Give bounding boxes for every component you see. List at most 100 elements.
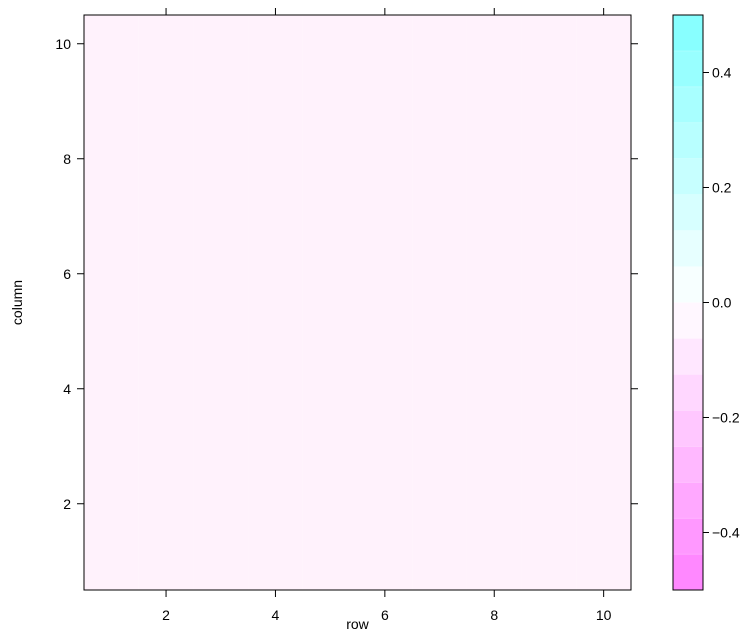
heatmap-cell <box>466 72 522 130</box>
heatmap-cell <box>138 532 194 590</box>
heatmap-cell <box>302 15 358 73</box>
heatmap-cell <box>412 187 467 245</box>
heatmap-cell <box>84 72 139 130</box>
heatmap-cell <box>248 245 303 303</box>
heatmap-cell <box>138 130 194 188</box>
heatmap-cell <box>302 72 358 130</box>
heatmap-cell <box>84 130 139 188</box>
colorbar-band <box>672 14 704 52</box>
colorbar-band <box>672 374 704 411</box>
heatmap-cell <box>521 417 577 475</box>
heatmap-cell <box>248 187 303 245</box>
colorbar-band <box>672 86 704 124</box>
y-tick-label: 8 <box>63 151 71 167</box>
heatmap-cell <box>576 532 631 590</box>
heatmap-cell <box>357 532 413 590</box>
heatmap-cell <box>193 72 249 130</box>
heatmap-cell <box>521 72 577 130</box>
heatmap-cell <box>193 360 249 418</box>
colorbar-tick-label: 0.4 <box>712 65 732 81</box>
heatmap-cell <box>193 302 249 360</box>
colorbar-band <box>672 517 704 555</box>
heatmap-cell <box>466 532 522 590</box>
heatmap-cell <box>412 417 467 475</box>
heatmap-cell <box>138 360 194 418</box>
heatmap-cell <box>576 360 631 418</box>
heatmap-cell <box>248 417 303 475</box>
heatmap-cell <box>357 417 413 475</box>
heatmap-cell <box>357 72 413 130</box>
heatmap-cell <box>466 187 522 245</box>
heatmap-cell <box>576 130 631 188</box>
heatmap-cell <box>521 532 577 590</box>
heatmap-cell <box>84 475 139 533</box>
heatmap-cell <box>84 417 139 475</box>
colorbar-tick-label: 0.0 <box>712 295 732 311</box>
heatmap-cell <box>138 187 194 245</box>
colorbar-tick-label: −0.2 <box>712 410 740 426</box>
heatmap-cell <box>138 72 194 130</box>
heatmap-cell <box>193 532 249 590</box>
x-tick-label: 2 <box>162 607 170 623</box>
x-axis: 2 4 6 8 10 <box>162 8 612 623</box>
heatmap-cell <box>302 302 358 360</box>
heatmap-cell <box>138 15 194 73</box>
heatmap-cell <box>412 532 467 590</box>
x-tick-label: 8 <box>490 607 498 623</box>
colorbar-band <box>672 194 704 231</box>
heatmap-cell <box>521 302 577 360</box>
heatmap-cell <box>576 417 631 475</box>
heatmap-cell <box>576 72 631 130</box>
heatmap-cell <box>576 475 631 533</box>
x-tick-label: 4 <box>272 607 280 623</box>
colorbar-band <box>672 338 704 375</box>
heatmap-cell <box>84 302 139 360</box>
x-tick-label: 10 <box>596 607 612 623</box>
heatmap-cell <box>357 130 413 188</box>
heatmap-cell <box>302 417 358 475</box>
heatmap-cell <box>412 360 467 418</box>
colorbar-band <box>672 302 704 339</box>
heatmap-cell <box>302 475 358 533</box>
colorbar-band <box>672 122 704 159</box>
y-tick-label: 2 <box>63 496 71 512</box>
heatmap-cell <box>357 475 413 533</box>
heatmap-cell <box>248 130 303 188</box>
heatmap-cell <box>466 475 522 533</box>
heatmap-cell <box>521 360 577 418</box>
heatmap-cell <box>357 245 413 303</box>
heatmap-cell <box>193 187 249 245</box>
heatmap-cell <box>84 15 139 73</box>
heatmap-cell <box>193 15 249 73</box>
colorbar-band <box>672 230 704 267</box>
heatmap-cell <box>84 187 139 245</box>
heatmap-cell <box>521 475 577 533</box>
heatmap-cell <box>84 360 139 418</box>
colorbar-band <box>672 410 704 447</box>
heatmap-cell <box>248 72 303 130</box>
heatmap-cell <box>357 187 413 245</box>
colorbar-tick-label: 0.2 <box>712 180 732 196</box>
heatmap-cell <box>412 475 467 533</box>
colorbar-band <box>672 266 704 303</box>
heatmap-cell <box>138 475 194 533</box>
colorbar-tick-label: −0.4 <box>712 525 740 541</box>
y-tick-label: 6 <box>63 266 71 282</box>
colorbar-band <box>672 446 704 483</box>
x-axis-label: row <box>346 616 369 632</box>
y-tick-label: 10 <box>55 36 71 52</box>
heatmap-cell <box>248 532 303 590</box>
heatmap-cell <box>248 302 303 360</box>
heatmap-cell <box>84 245 139 303</box>
colorbar <box>672 14 704 591</box>
heatmap-cell <box>466 245 522 303</box>
heatmap-cell <box>302 360 358 418</box>
heatmap-cell <box>576 302 631 360</box>
heatmap-cell <box>576 187 631 245</box>
heatmap-cell <box>576 245 631 303</box>
colorbar-band <box>672 158 704 195</box>
heatmap-cell <box>193 130 249 188</box>
y-axis-label: column <box>9 280 25 325</box>
heatmap-cell <box>193 475 249 533</box>
